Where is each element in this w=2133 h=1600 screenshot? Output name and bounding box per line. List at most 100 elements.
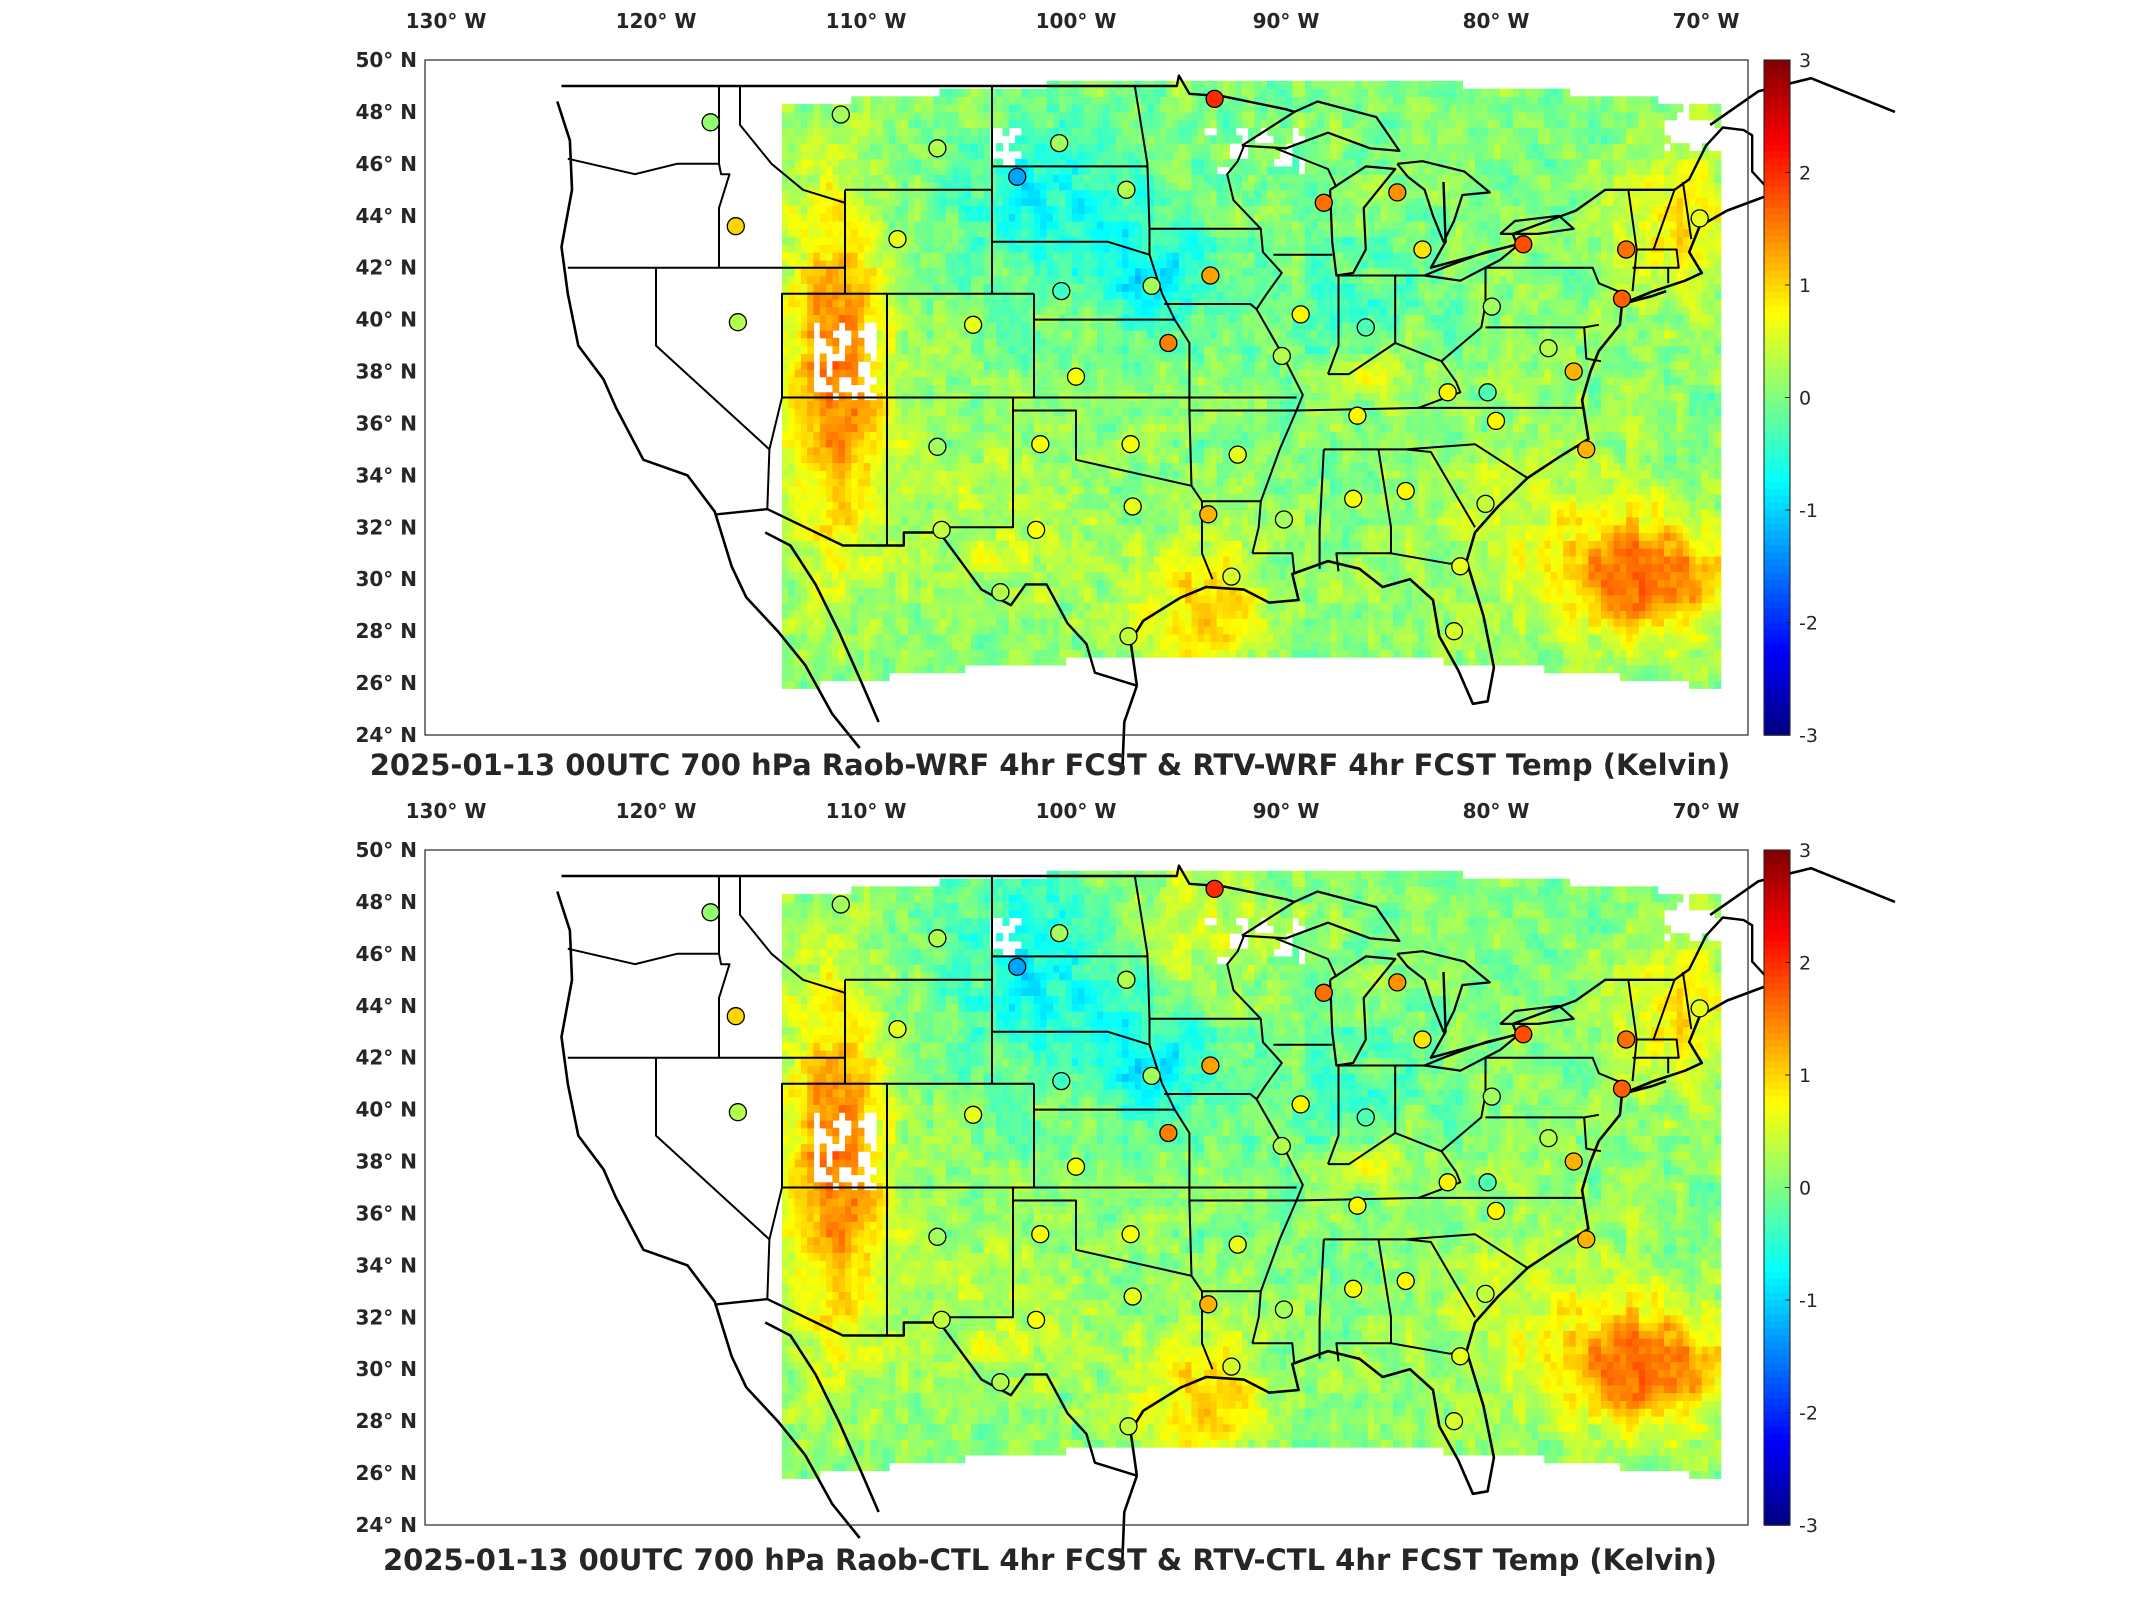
coastline [1120, 685, 1139, 774]
lat-tick-label: 42° N [355, 1046, 417, 1070]
raob-station-marker [1291, 305, 1310, 324]
raob-station-marker [1228, 445, 1247, 464]
raob-station-marker [1396, 481, 1415, 501]
raob-station-marker [1344, 1279, 1363, 1298]
raob-station-marker [1066, 367, 1086, 386]
raob-station-marker [1119, 1417, 1138, 1436]
raob-station-marker [1052, 281, 1071, 301]
colorbar-tick-label: -3 [1799, 1515, 1818, 1537]
state-border [1226, 935, 1304, 1344]
map-top: 130° W 120° W 110° W 100° W 90° W 80° W 70° W 5… [355, 9, 1896, 774]
lake-outline [1241, 890, 1401, 942]
raob-station-marker [1482, 297, 1501, 316]
colorbar-tick-label: -2 [1799, 613, 1818, 635]
raob-station-marker [726, 1007, 745, 1026]
lon-tick-label: 70° W [1673, 9, 1740, 33]
raob-station-marker [1123, 497, 1142, 516]
raob-station-marker [831, 105, 850, 124]
raob-station-marker [728, 313, 748, 332]
raob-station-marker [1066, 1157, 1086, 1176]
raob-station-marker [1486, 1201, 1506, 1221]
colorbar: 3 2 1 0 -1 -2 -3 [1763, 840, 1818, 1537]
raob-station-marker [1539, 1129, 1558, 1148]
coastline [1129, 957, 1791, 1496]
lake-outline [1329, 165, 1397, 277]
raob-station-marker [1008, 957, 1027, 976]
raob-station-marker [1356, 318, 1375, 337]
state-border [1327, 1065, 1340, 1165]
state-border [1296, 342, 1462, 412]
lat-tick-label: 26° N [355, 1461, 417, 1485]
panel-bottom: 130° W 120° W 110° W 100° W 90° W 80° W 70° W 5… [0, 790, 2133, 1590]
state-border [1681, 181, 1693, 240]
raob-station-marker [1478, 383, 1497, 402]
raob-station-marker [1199, 505, 1218, 524]
raob-station-marker [1052, 1071, 1071, 1091]
temperature-difference-field [782, 80, 1722, 689]
panel-title: 2025-01-13 00UTC 700 hPa Raob-WRF 4hr FC… [330, 748, 1770, 782]
country-border [561, 864, 1295, 904]
lon-tick-label: 70° W [1673, 799, 1740, 823]
state-border [1652, 979, 1676, 1040]
state-border [1405, 1238, 1476, 1318]
state-border [1296, 1132, 1462, 1202]
raob-station-marker [1612, 289, 1632, 308]
raob-station-marker [1117, 970, 1136, 989]
state-border [739, 876, 846, 994]
state-border [718, 86, 731, 268]
state-border [655, 267, 771, 451]
state-border [1323, 1233, 1529, 1269]
lon-tick-label: 90° W [1253, 9, 1320, 33]
raob-station-marker [1274, 1300, 1294, 1319]
raob-station-marker [888, 229, 907, 249]
raob-station-marker [991, 1373, 1010, 1392]
raob-station-marker [1514, 1025, 1533, 1044]
raob-station-marker [1476, 494, 1495, 514]
lake-outline [1499, 1004, 1575, 1025]
lake-outline [1396, 950, 1491, 1033]
lon-tick-label: 110° W [826, 9, 907, 33]
lake-outline [1241, 100, 1401, 152]
state-border [1013, 1199, 1214, 1370]
coastline [764, 1321, 880, 1513]
raob-station-marker [1123, 1287, 1142, 1306]
colorbar-tick-label: 3 [1799, 50, 1811, 72]
lon-tick-label: 90° W [1253, 799, 1320, 823]
state-border [992, 1030, 1150, 1046]
raob-station-marker [928, 139, 947, 158]
state-border [1275, 937, 1338, 978]
lat-tick-label: 28° N [355, 619, 417, 643]
lat-tick-label: 30° N [355, 1357, 417, 1381]
state-border [1275, 147, 1338, 188]
state-border [1485, 1056, 1625, 1085]
raob-station-marker [1201, 266, 1220, 285]
state-border [1583, 1117, 1602, 1153]
temperature-difference-field [782, 870, 1722, 1479]
state-border [1133, 85, 1193, 486]
colorbar-tick-label: 0 [1799, 388, 1811, 410]
state-border [739, 86, 846, 204]
colorbar-tick-label: -2 [1799, 1403, 1818, 1425]
state-border [1440, 267, 1487, 362]
colorbar-tick-label: 0 [1799, 1178, 1811, 1200]
state-border [1164, 303, 1258, 310]
colorbar-tick-label: -1 [1799, 500, 1818, 522]
colorbar-tick-label: 3 [1799, 840, 1811, 862]
lon-tick-label: 130° W [406, 9, 487, 33]
state-border [1252, 552, 1296, 575]
lat-tick-label: 26° N [355, 671, 417, 695]
state-border [1133, 875, 1193, 1276]
raob-station-marker [932, 520, 951, 540]
raob-station-marker [1348, 1196, 1367, 1215]
colorbar-tick-label: -1 [1799, 1290, 1818, 1312]
lat-tick-label: 30° N [355, 567, 417, 591]
boundary-lines [556, 864, 1896, 1564]
lat-tick-label: 40° N [355, 308, 417, 332]
lat-tick-label: 34° N [355, 1253, 417, 1277]
lat-tick-label: 48° N [355, 100, 417, 124]
raob-station-marker [1121, 1225, 1140, 1244]
raob-station-marker [1514, 235, 1533, 254]
raob-station-marker [1577, 1230, 1596, 1249]
raob-station-marker [831, 895, 850, 914]
raob-station-marker [1159, 1123, 1178, 1143]
